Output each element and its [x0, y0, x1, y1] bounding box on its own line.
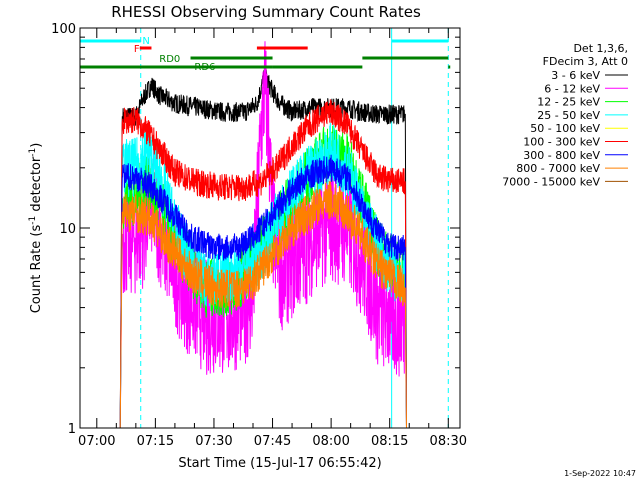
y-tick-label: 100: [51, 22, 76, 37]
legend-header-line-2: FDecim 3, Att 0: [543, 55, 628, 68]
x-tick-label: 08:15: [371, 434, 408, 449]
x-tick-label: 07:30: [195, 434, 232, 449]
x-tick-label: 07:15: [137, 434, 174, 449]
series-line: [119, 181, 407, 429]
legend-entry-label: 50 - 100 keV: [530, 122, 600, 135]
x-axis-label: Start Time (15-Jul-17 06:55:42): [178, 456, 381, 471]
y-axis-label-part: ): [29, 143, 44, 148]
x-tick-label: 07:00: [78, 434, 115, 449]
x-tick-label: 08:30: [430, 434, 467, 449]
y-axis-label-part: Count Rate (s: [29, 225, 44, 314]
flag-bars: NF RD0 RD6: [80, 36, 451, 73]
y-axis-label-part: detector: [29, 156, 44, 216]
legend-entry-label: 25 - 50 keV: [537, 109, 600, 122]
legend-entry-label: 7000 - 15000 keV: [502, 175, 600, 188]
series-line: [119, 99, 407, 429]
y-axis-label-sup: -1: [28, 216, 38, 225]
flag-label: N: [142, 36, 149, 47]
legend-header-line-1: Det 1,3,6,: [573, 42, 628, 55]
legend-entry-label: 12 - 25 keV: [537, 96, 600, 109]
y-tick-label: 10: [59, 222, 76, 237]
legend-entry-label: 300 - 800 keV: [523, 149, 600, 162]
flag-label: RD0: [159, 54, 180, 65]
y-tick-label: 1: [68, 422, 76, 437]
x-tick-label: 07:45: [254, 434, 291, 449]
legend-entry-label: 100 - 300 keV: [523, 136, 600, 149]
flag-label: RD6: [194, 62, 215, 73]
footer-date: 1-Sep-2022 10:47: [564, 469, 636, 478]
chart-title: RHESSI Observing Summary Count Rates: [111, 3, 421, 21]
y-axis-label-sup: -1: [28, 148, 38, 157]
flag-label: F: [134, 44, 140, 55]
plot-area: [79, 28, 449, 429]
x-tick-label: 08:00: [312, 434, 349, 449]
svg-text:Count Rate (s-1 detector-1): Count Rate (s-1 detector-1): [28, 143, 44, 314]
y-axis-label: Count Rate (s-1 detector-1): [28, 143, 44, 314]
axes: 1 10 100 07:00 07:15 07:30 07:45 08:00 08:15 08:3…: [51, 22, 467, 449]
legend-entry-label: 800 - 7000 keV: [516, 162, 600, 175]
series-line: [119, 154, 407, 429]
legend-entry-label: 3 - 6 keV: [551, 69, 600, 82]
legend-entry-label: 6 - 12 keV: [544, 82, 600, 95]
